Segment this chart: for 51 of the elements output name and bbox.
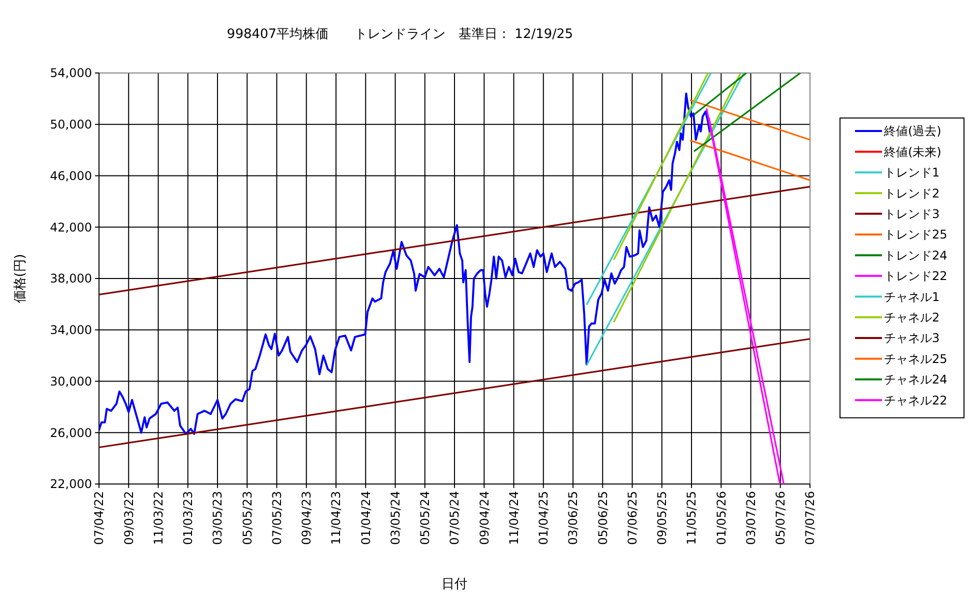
x-tick-label: 07/04/22 [92, 491, 106, 545]
x-tick-label: 05/06/25 [596, 491, 610, 545]
legend-label: トレンド3 [884, 207, 940, 221]
x-tick-label: 05/05/23 [240, 491, 254, 545]
y-tick-label: 34,000 [50, 323, 92, 338]
x-tick-label: 11/04/24 [506, 491, 521, 545]
y-tick-label: 38,000 [50, 272, 92, 286]
y-tick-label: 54,000 [50, 66, 92, 80]
x-axis-title: 日付 [442, 577, 468, 592]
chart-title: 998407平均株価 トレンドライン 基準日： 12/19/25 [226, 27, 574, 42]
x-tick-label: 07/05/23 [270, 491, 284, 545]
x-tick-label: 01/03/23 [181, 491, 196, 545]
x-tick-label: 01/04/25 [536, 491, 551, 545]
x-tick-label: 01/04/24 [358, 491, 373, 545]
y-axis-title: 価格(円) [13, 254, 28, 304]
legend-label: 終値(過去) [883, 124, 942, 138]
x-tick-label: 07/07/26 [803, 491, 818, 545]
x-tick-label: 07/05/24 [448, 491, 462, 545]
x-tick-label: 09/05/25 [655, 491, 670, 545]
legend-label: トレンド25 [884, 228, 948, 242]
legend-label: チャネル22 [884, 393, 948, 408]
legend-label: トレンド2 [884, 186, 940, 200]
y-tick-label: 46,000 [50, 168, 92, 183]
x-tick-label: 03/06/25 [566, 491, 580, 545]
legend-label: チャネル1 [884, 290, 940, 304]
x-tick-label: 11/04/23 [329, 491, 344, 545]
legend-label: チャネル3 [884, 331, 940, 346]
y-tick-label: 30,000 [50, 374, 92, 388]
legend-label: 終値(未来) [883, 144, 942, 159]
x-tick-label: 07/06/25 [625, 491, 640, 545]
y-tick-label: 42,000 [50, 220, 92, 234]
legend-label: チャネル2 [884, 310, 940, 324]
legend-label: チャネル25 [884, 352, 948, 366]
y-tick-label: 26,000 [50, 426, 92, 440]
x-tick-label: 11/03/22 [151, 491, 166, 545]
x-tick-label: 01/05/26 [714, 491, 728, 545]
y-tick-label: 22,000 [50, 477, 92, 492]
x-tick-label: 03/07/26 [744, 491, 758, 545]
x-tick-label: 09/03/22 [122, 491, 136, 545]
x-tick-label: 03/05/23 [210, 491, 225, 545]
x-tick-label: 05/07/26 [774, 491, 788, 545]
legend-label: トレンド24 [884, 248, 948, 262]
x-tick-label: 09/04/24 [477, 491, 492, 545]
x-tick-label: 05/05/24 [418, 491, 432, 545]
x-tick-label: 11/05/25 [684, 491, 699, 545]
legend-label: チャネル24 [884, 372, 948, 387]
legend-label: トレンド1 [884, 166, 940, 180]
legend-label: トレンド22 [884, 269, 948, 284]
x-tick-label: 09/04/23 [300, 491, 314, 545]
y-tick-label: 50,000 [50, 118, 92, 132]
x-tick-label: 03/05/24 [388, 491, 402, 545]
